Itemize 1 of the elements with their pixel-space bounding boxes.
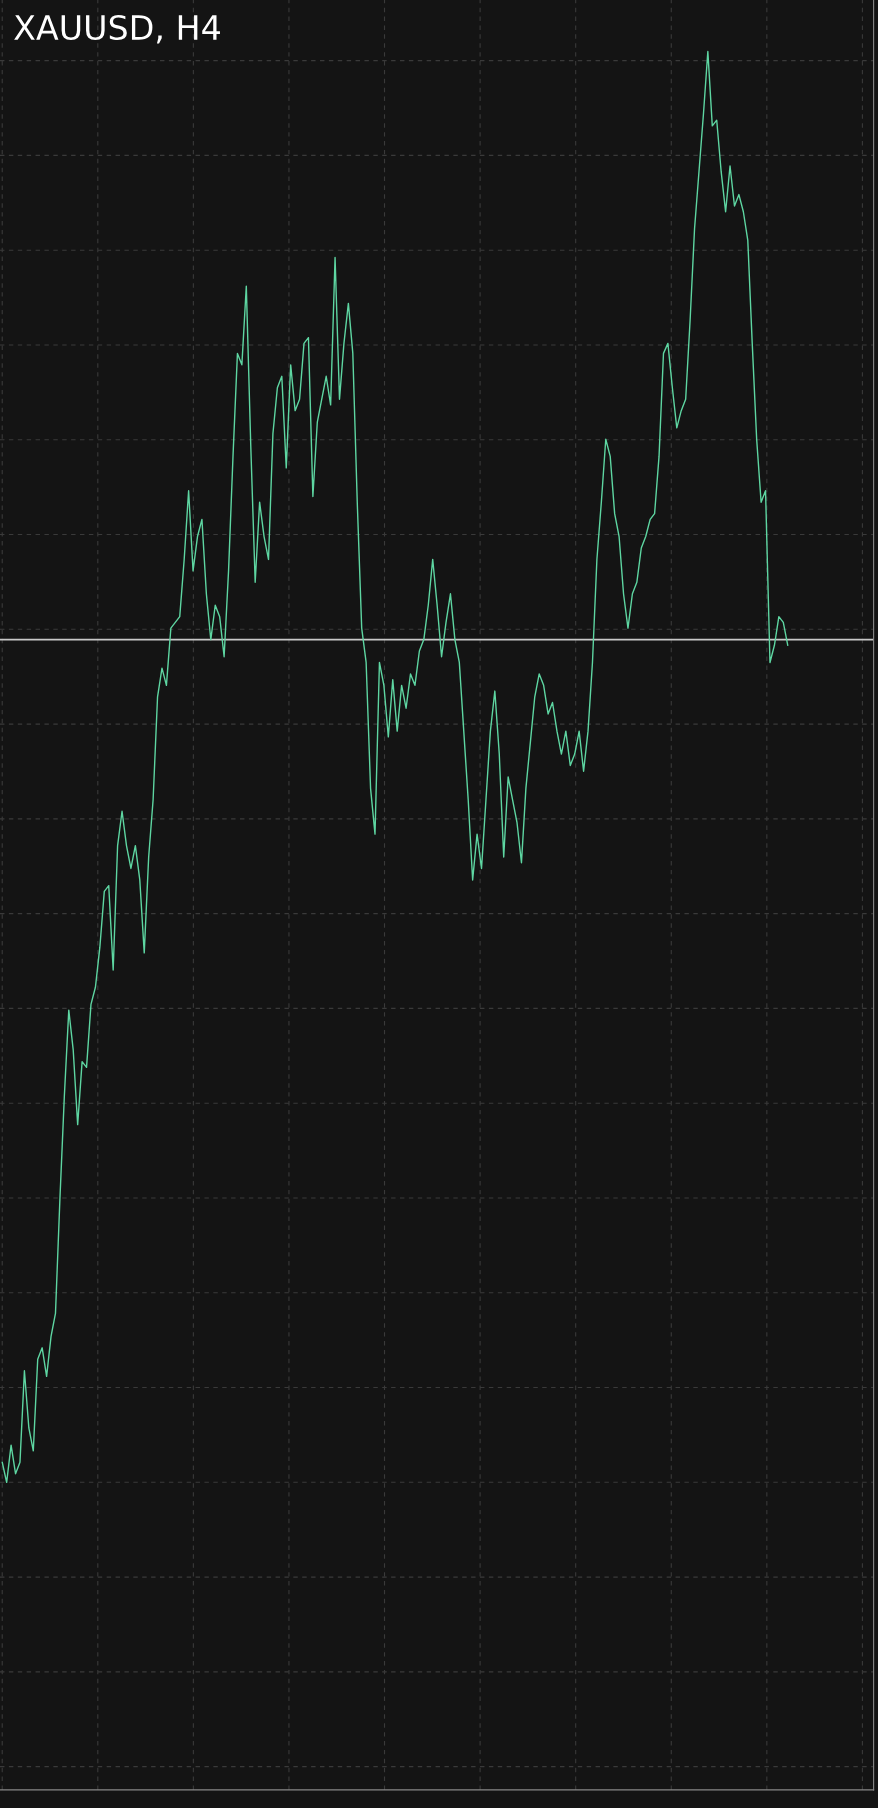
chart-title: XAUUSD, H4: [14, 14, 220, 44]
